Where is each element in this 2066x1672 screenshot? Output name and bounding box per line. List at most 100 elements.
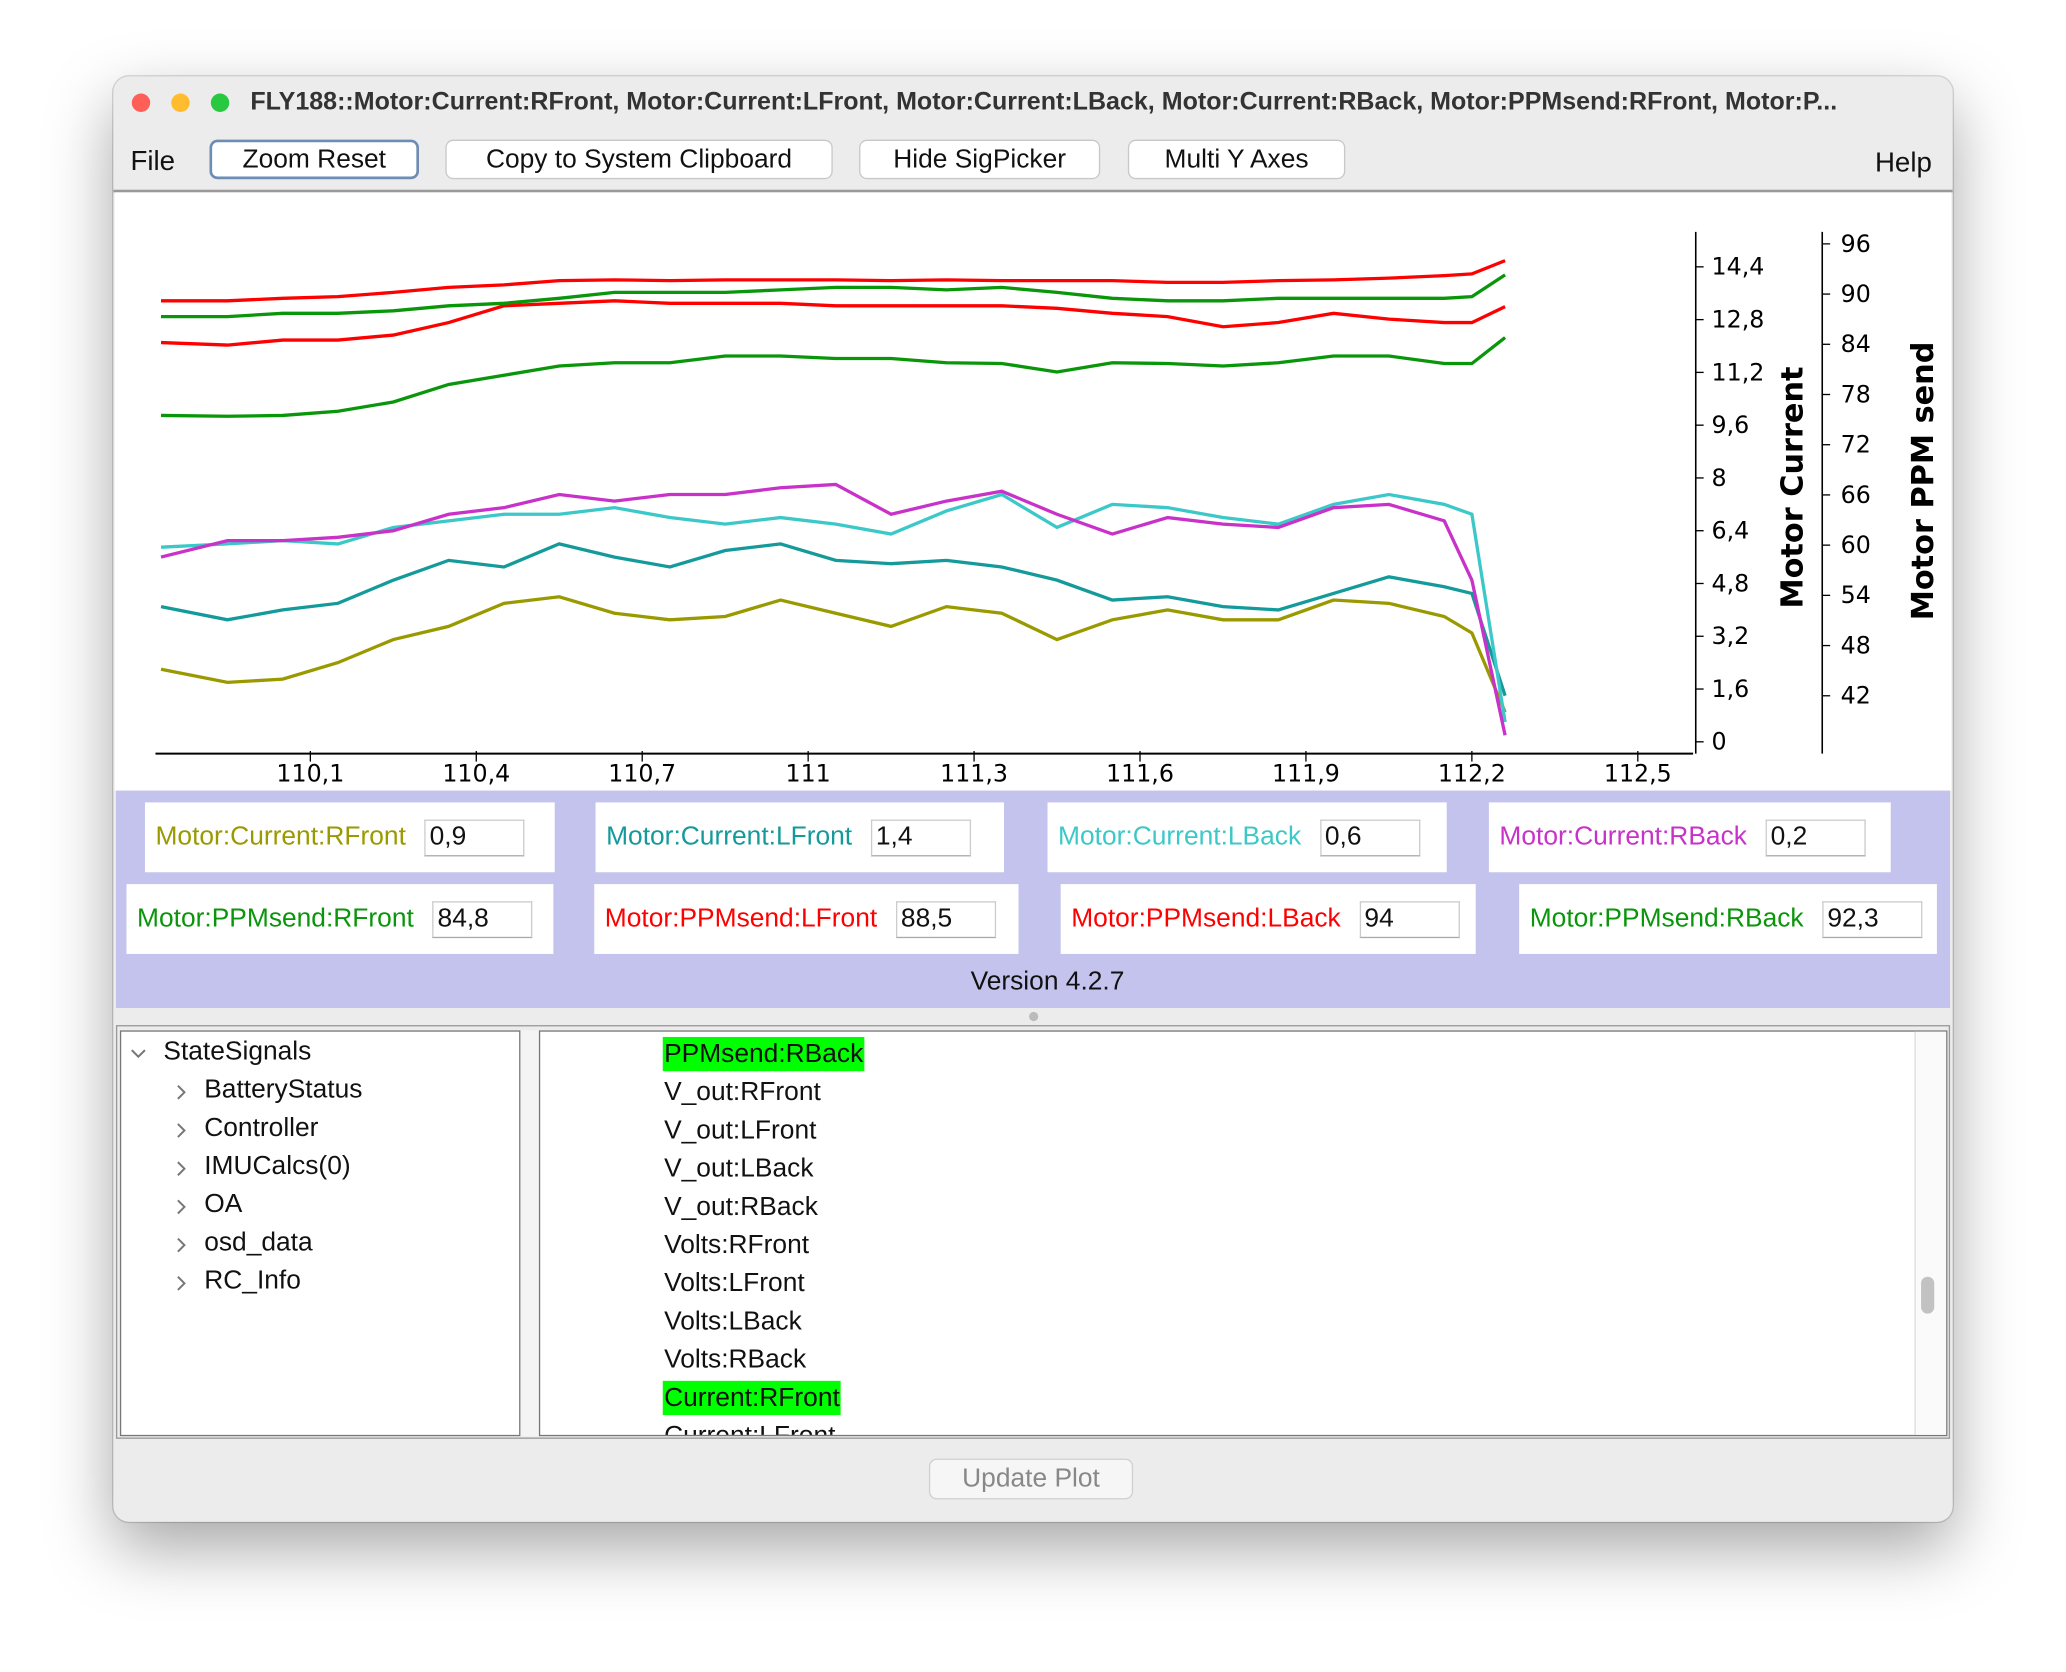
- signal-item[interactable]: V_out:LFront: [664, 1116, 817, 1145]
- update-plot-button[interactable]: Update Plot: [928, 1458, 1134, 1500]
- readout-field[interactable]: 0,6: [1319, 818, 1420, 856]
- legend-label: Motor:Current:LFront: [606, 822, 853, 852]
- series-line: [161, 259, 1506, 303]
- signal-item[interactable]: Volts:RBack: [664, 1345, 807, 1375]
- close-button[interactable]: [131, 93, 151, 112]
- chart: Motor Current Motor PPM send 110,1 110,4 1…: [114, 192, 1952, 791]
- chevron: [177, 1123, 186, 1138]
- tree-node[interactable]: OA: [204, 1189, 243, 1219]
- series-line: [160, 542, 1507, 697]
- expand-icon[interactable]: [174, 1198, 190, 1216]
- readout-field[interactable]: 84,8: [432, 900, 533, 938]
- y2-tick-label: 84: [1841, 330, 1871, 358]
- signal-list: PPMsend:RBack V_out:RFront V_out:LFront V_o…: [538, 1030, 1948, 1437]
- separator: [113, 189, 1953, 193]
- y2-tick-label: 54: [1841, 581, 1871, 609]
- legend-item: Motor:Current:RFront 0,9: [144, 802, 555, 873]
- readout-field[interactable]: 0,9: [424, 818, 525, 856]
- version-label: Version 4.2.7: [970, 967, 1125, 997]
- signal-item[interactable]: V_out:RFront: [664, 1077, 821, 1107]
- x-tick-label: 111,6: [1106, 759, 1174, 787]
- signal-item[interactable]: V_out:LBack: [664, 1154, 814, 1184]
- y-tick-label: 0: [1712, 728, 1727, 756]
- tree-node[interactable]: osd_data: [204, 1228, 313, 1257]
- y-tick-label: 1,6: [1712, 675, 1750, 703]
- menu-help[interactable]: Help: [1874, 147, 1932, 178]
- signal-item[interactable]: Volts:LBack: [664, 1307, 802, 1337]
- tree-node[interactable]: Controller: [204, 1113, 319, 1143]
- legend-label: Motor:PPMsend:LBack: [1071, 903, 1341, 933]
- tree-node[interactable]: IMUCalcs(0): [204, 1151, 351, 1181]
- y-tick-label: 9,6: [1712, 411, 1750, 439]
- series-line: [161, 273, 1506, 319]
- multi-y-button[interactable]: Multi Y Axes: [1127, 139, 1346, 180]
- expand-icon[interactable]: [174, 1236, 190, 1254]
- expand-icon[interactable]: [174, 1121, 190, 1139]
- menu-file[interactable]: File: [130, 146, 176, 177]
- signal-item[interactable]: PPMsend:RBack: [662, 1036, 865, 1072]
- signal-item[interactable]: Current:LFront: [663, 1419, 837, 1435]
- expand-icon[interactable]: [174, 1159, 190, 1177]
- chevron: [177, 1161, 186, 1176]
- y2-tick-label: 90: [1841, 280, 1871, 308]
- y2-axis-label: Motor PPM send: [1906, 342, 1941, 621]
- legend-item: Motor:Current:LFront 1,4: [595, 802, 1005, 873]
- readout-field[interactable]: 94: [1359, 900, 1460, 938]
- split-handle[interactable]: [1029, 1011, 1039, 1022]
- splitter[interactable]: [520, 1030, 539, 1437]
- window-title: FLY188::Motor:Current:RFront, Motor:Curr…: [250, 88, 1838, 116]
- readout-field[interactable]: 1,4: [870, 818, 971, 856]
- legend-label: Motor:Current:RFront: [155, 822, 406, 852]
- series-line: [160, 299, 1506, 347]
- minimize-button[interactable]: [171, 93, 190, 112]
- signal-item[interactable]: Current:RFront: [662, 1380, 842, 1416]
- signal-item[interactable]: V_out:RBack: [664, 1192, 818, 1222]
- series-line: [160, 492, 1507, 723]
- chevron: [177, 1085, 186, 1100]
- y2-tick-label: 96: [1841, 230, 1871, 258]
- y-tick-label: 6,4: [1712, 517, 1750, 545]
- legend-label: Motor:PPMsend:LFront: [604, 903, 878, 933]
- app-window: FLY188::Motor:Current:RFront, Motor:Curr…: [113, 76, 1953, 1522]
- scrollbar: [1914, 1031, 1947, 1435]
- y-tick-label: 12,8: [1712, 306, 1765, 334]
- y-tick-label: 11,2: [1712, 358, 1765, 386]
- legend-label: Motor:PPMsend:RBack: [1529, 903, 1804, 933]
- legend-item: Motor:PPMsend:LBack 94: [1060, 884, 1476, 954]
- series-line: [160, 595, 1507, 713]
- y2-tick-label: 60: [1841, 531, 1871, 559]
- copy-button[interactable]: Copy to System Clipboard: [445, 139, 833, 180]
- tree-root[interactable]: StateSignals: [163, 1036, 312, 1066]
- y2-tick-label: 78: [1841, 380, 1871, 408]
- y-tick-label: 4,8: [1712, 569, 1750, 597]
- x-tick-label: 111,9: [1272, 759, 1340, 787]
- series-line: [160, 482, 1507, 736]
- readout-field[interactable]: 0,2: [1765, 818, 1866, 856]
- tree-node[interactable]: BatteryStatus: [204, 1075, 363, 1105]
- y2-tick-label: 48: [1841, 631, 1871, 659]
- scrollbar-thumb[interactable]: [1921, 1276, 1935, 1314]
- legend-item: Motor:PPMsend:RBack 92,3: [1519, 884, 1937, 954]
- expand-icon[interactable]: [129, 1045, 147, 1063]
- x-tick-label: 110,4: [442, 759, 510, 787]
- zoom-reset-button[interactable]: Zoom Reset: [209, 139, 419, 180]
- y2-tick-label: 66: [1841, 481, 1871, 509]
- expand-icon[interactable]: [174, 1083, 190, 1101]
- signal-item[interactable]: Volts:LFront: [664, 1268, 805, 1298]
- x-tick-label: 110,1: [276, 759, 344, 787]
- hide-sigpicker-button[interactable]: Hide SigPicker: [859, 139, 1101, 180]
- expand-icon[interactable]: [174, 1274, 190, 1292]
- readout-field[interactable]: 88,5: [895, 900, 996, 938]
- tree-node[interactable]: RC_Info: [204, 1266, 301, 1296]
- signal-item[interactable]: Volts:RFront: [664, 1230, 810, 1260]
- series-line: [160, 336, 1507, 418]
- signal-tree: StateSignals BatteryStatus Controller IMUC…: [119, 1030, 521, 1437]
- x-tick-label: 111,3: [940, 759, 1008, 787]
- legend-label: Motor:PPMsend:RFront: [137, 903, 414, 933]
- zoom-button[interactable]: [210, 93, 230, 112]
- readout-field[interactable]: 92,3: [1822, 900, 1923, 938]
- x-tick-label: 111: [786, 759, 831, 787]
- legend-label: Motor:Current:RBack: [1499, 822, 1747, 852]
